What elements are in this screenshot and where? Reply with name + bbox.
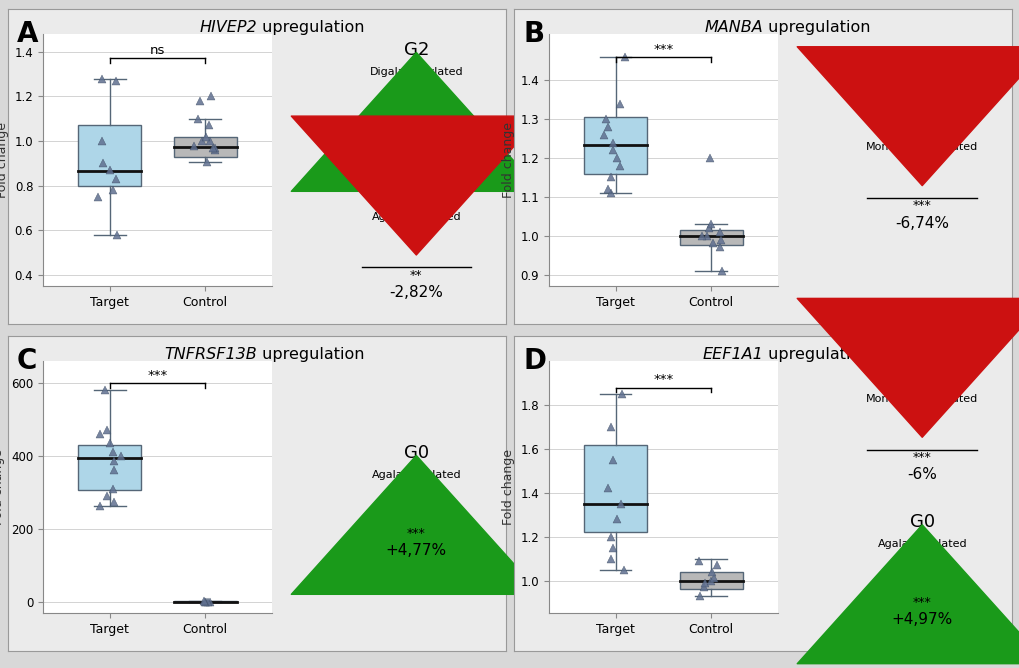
Text: Digalactosylated: Digalactosylated <box>369 67 463 77</box>
Text: Monogalactosylated: Monogalactosylated <box>865 394 977 404</box>
Text: Agalactosylated: Agalactosylated <box>371 212 461 222</box>
Bar <box>78 126 141 186</box>
Bar <box>78 445 141 490</box>
Text: **: ** <box>410 269 422 282</box>
Text: ***: *** <box>912 596 930 609</box>
Text: MANBA: MANBA <box>703 20 762 35</box>
Text: ***: *** <box>407 527 425 540</box>
Text: -6%: -6% <box>907 467 936 482</box>
Text: ***: *** <box>912 451 930 464</box>
Bar <box>584 445 646 532</box>
Text: G0: G0 <box>404 444 428 462</box>
Text: ***: *** <box>147 369 167 382</box>
Text: ns: ns <box>150 44 165 57</box>
Text: B: B <box>523 20 543 47</box>
Text: upregulation: upregulation <box>762 20 869 35</box>
Text: +4,77%: +4,77% <box>385 543 446 558</box>
Text: ***: *** <box>912 200 930 212</box>
Bar <box>584 118 646 174</box>
Text: G0: G0 <box>909 513 933 531</box>
Text: -2,82%: -2,82% <box>389 285 443 300</box>
Text: C: C <box>17 347 38 375</box>
Text: EEF1A1: EEF1A1 <box>701 347 762 362</box>
Text: **: ** <box>410 124 422 137</box>
Y-axis label: Fold change: Fold change <box>501 122 515 198</box>
Text: Monogalactosylated: Monogalactosylated <box>865 142 977 152</box>
Y-axis label: Fold change: Fold change <box>0 450 5 525</box>
Bar <box>173 601 236 603</box>
Text: G1: G1 <box>909 368 934 386</box>
Bar <box>679 572 742 589</box>
Y-axis label: Fold change: Fold change <box>0 122 9 198</box>
Text: G0: G0 <box>404 186 428 204</box>
Y-axis label: Fold change: Fold change <box>501 450 515 525</box>
Bar <box>173 136 236 157</box>
Text: Agalactosylated: Agalactosylated <box>371 470 461 480</box>
Text: HIVEP2: HIVEP2 <box>200 20 257 35</box>
Text: Agalactosylated: Agalactosylated <box>876 539 966 549</box>
Text: +4,97%: +4,97% <box>891 613 952 627</box>
Text: G2: G2 <box>404 41 429 59</box>
Bar <box>679 230 742 245</box>
Text: D: D <box>523 347 545 375</box>
Text: upregulation: upregulation <box>257 347 364 362</box>
Text: G1: G1 <box>909 116 934 134</box>
Text: +13,9%: +13,9% <box>385 140 446 155</box>
Text: ***: *** <box>652 373 673 386</box>
Text: -6,74%: -6,74% <box>895 216 949 230</box>
Text: upregulation: upregulation <box>762 347 869 362</box>
Text: upregulation: upregulation <box>257 20 364 35</box>
Text: A: A <box>17 20 39 47</box>
Text: ***: *** <box>652 43 673 56</box>
Text: TNFRSF13B: TNFRSF13B <box>164 347 257 362</box>
